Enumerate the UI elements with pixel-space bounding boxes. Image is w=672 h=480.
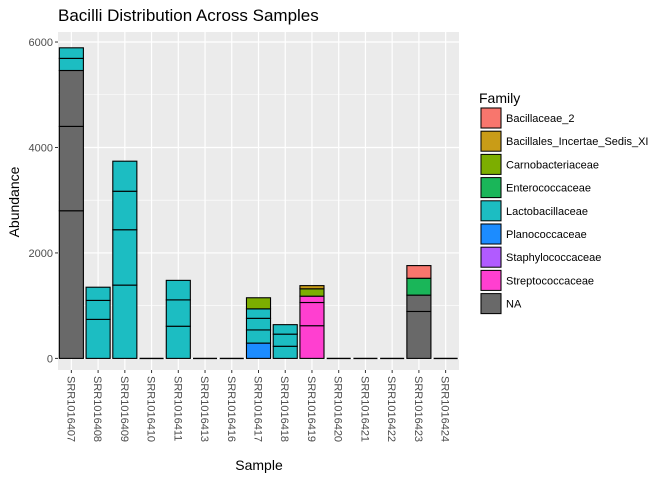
legend: Family Bacillaceae_2 Bacillales_Incertae_… bbox=[479, 90, 648, 315]
legend-key bbox=[480, 269, 502, 291]
bar-segment bbox=[406, 265, 432, 279]
bar-segment bbox=[58, 57, 84, 72]
bar-segment bbox=[299, 301, 325, 327]
y-tick-label: 2000 bbox=[29, 248, 53, 260]
bar-segment bbox=[299, 288, 325, 297]
bar-segment bbox=[299, 325, 325, 359]
bar-segment bbox=[299, 285, 325, 290]
bar-segment bbox=[112, 160, 138, 192]
x-tick-label: SRR1016424 bbox=[439, 376, 451, 442]
x-tick-label: SRR1016420 bbox=[332, 376, 344, 442]
y-tick-label: 4000 bbox=[29, 142, 53, 154]
bar-segment bbox=[58, 69, 84, 127]
x-tick-label: SRR1016418 bbox=[278, 376, 290, 442]
y-tick-label: 6000 bbox=[29, 37, 53, 49]
legend-key bbox=[480, 223, 502, 245]
bar-segment bbox=[272, 324, 298, 335]
x-tick-label: SRR1016417 bbox=[252, 376, 264, 442]
x-axis-title: Sample bbox=[235, 457, 283, 473]
y-axis-title: Abundance bbox=[6, 166, 22, 237]
legend-key bbox=[480, 293, 502, 315]
x-tick-label: SRR1016422 bbox=[385, 376, 397, 442]
legend-key bbox=[480, 153, 502, 175]
bar-segment bbox=[85, 318, 111, 359]
bar-segment bbox=[85, 286, 111, 301]
x-tick-label: SRR1016413 bbox=[198, 376, 210, 442]
legend-label: Bacillales_Incertae_Sedis_XI bbox=[506, 136, 648, 148]
legend-key bbox=[480, 177, 502, 199]
x-tick-label: SRR1016411 bbox=[171, 376, 183, 441]
bar-segment bbox=[272, 333, 298, 347]
bar-segment bbox=[406, 310, 432, 359]
bar-segment bbox=[165, 299, 191, 327]
x-tick-label: SRR1016416 bbox=[225, 376, 237, 442]
legend-label: Planococcaceae bbox=[506, 229, 587, 241]
x-tick-label: SRR1016419 bbox=[305, 376, 317, 442]
bar-segment bbox=[245, 329, 272, 344]
legend-label: Enterococcaceae bbox=[506, 183, 591, 195]
bar-segment bbox=[58, 125, 84, 212]
chart-title: Bacilli Distribution Across Samples bbox=[58, 6, 319, 25]
bar-segment bbox=[112, 229, 138, 286]
bar-segment bbox=[245, 342, 272, 359]
y-tick-label: 0 bbox=[47, 353, 53, 365]
legend-title: Family bbox=[479, 90, 520, 106]
bar-segment bbox=[165, 325, 191, 359]
bar-segment bbox=[272, 345, 298, 359]
x-tick-label: SRR1016407 bbox=[64, 376, 76, 442]
legend-key bbox=[480, 246, 502, 268]
legend-key bbox=[480, 107, 502, 129]
bar-segment bbox=[58, 210, 84, 359]
x-tick-label: SRR1016408 bbox=[91, 376, 103, 442]
bar-segment bbox=[112, 284, 138, 359]
bar-segment bbox=[406, 294, 432, 313]
bar-segment bbox=[112, 190, 138, 231]
bar-segment bbox=[165, 279, 191, 301]
x-tick-label: SRR1016410 bbox=[145, 376, 157, 442]
x-tick-label: SRR1016409 bbox=[118, 376, 130, 442]
legend-label: Staphylococcaceae bbox=[506, 252, 601, 264]
legend-key bbox=[480, 200, 502, 222]
bar-segment bbox=[245, 308, 272, 319]
bar-segment bbox=[245, 297, 272, 310]
legend-label: Carnobacteriaceae bbox=[506, 159, 599, 171]
legend-label: Lactobacillaceae bbox=[506, 206, 588, 218]
x-tick-label: SRR1016421 bbox=[358, 376, 370, 442]
bar-segment bbox=[245, 317, 272, 331]
legend-label: NA bbox=[506, 299, 522, 311]
bar-segment bbox=[58, 47, 84, 59]
bar-segment bbox=[85, 299, 111, 320]
bar-segment bbox=[406, 277, 432, 296]
legend-key bbox=[480, 130, 502, 152]
bar-segment bbox=[299, 295, 325, 304]
x-tick-label: SRR1016423 bbox=[412, 376, 424, 442]
legend-label: Bacillaceae_2 bbox=[506, 113, 575, 125]
legend-label: Streptococcaceae bbox=[506, 275, 594, 287]
